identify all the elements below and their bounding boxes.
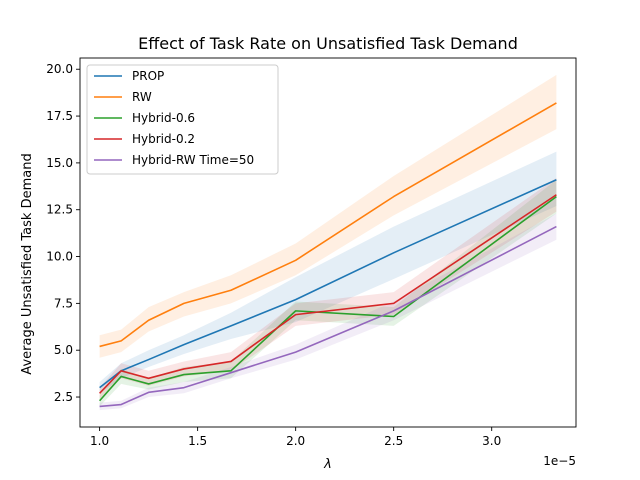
y-tick-label: 20.0 bbox=[46, 62, 73, 76]
band-4 bbox=[99, 213, 557, 411]
series-lines bbox=[99, 102, 557, 408]
x-offset-label: 1e−5 bbox=[543, 454, 576, 468]
y-tick-label: 10.0 bbox=[46, 250, 73, 264]
axes: 1.0 1.5 2.0 2.5 3.0 2.5 5.0 7.5 10.0 12.5 15.0 17.5… bbox=[46, 57, 577, 448]
legend-label-0: PROP bbox=[132, 69, 164, 83]
x-tick-label: 2.5 bbox=[384, 434, 403, 448]
x-axis-label: λ bbox=[323, 457, 332, 472]
legend-label-2: Hybrid-0.6 bbox=[132, 111, 195, 125]
legend-label-4: Hybrid-RW Time=50 bbox=[132, 153, 254, 167]
y-tick-label: 5.0 bbox=[54, 343, 73, 357]
chart-title: Effect of Task Rate on Unsatisfied Task … bbox=[138, 34, 518, 53]
x-tick-label: 3.0 bbox=[482, 434, 501, 448]
x-tick-label: 1.0 bbox=[90, 434, 109, 448]
x-tick-label: 1.5 bbox=[188, 434, 207, 448]
legend-label-1: RW bbox=[132, 90, 152, 104]
series-line-4 bbox=[99, 225, 557, 408]
legend-box bbox=[86, 64, 279, 175]
series-line-2 bbox=[99, 195, 557, 402]
axes-frame bbox=[79, 57, 577, 428]
y-axis-label: Average Unsatisfied Task Demand bbox=[20, 153, 35, 374]
series-line-3 bbox=[99, 194, 557, 394]
series-line-0 bbox=[99, 179, 557, 389]
x-tick-label: 2.0 bbox=[286, 434, 305, 448]
y-tick-label: 2.5 bbox=[54, 390, 73, 404]
y-tick-label: 7.5 bbox=[54, 296, 73, 310]
series-line-1 bbox=[99, 102, 557, 348]
legend-label-3: Hybrid-0.2 bbox=[132, 132, 195, 146]
y-tick-label: 15.0 bbox=[46, 156, 73, 170]
y-tick-label: 12.5 bbox=[46, 203, 73, 217]
band-1 bbox=[99, 74, 557, 358]
legend: PROP RW Hybrid-0.6 Hybrid-0.2 Hybrid-RW Time… bbox=[86, 64, 279, 175]
y-tick-label: 17.5 bbox=[46, 109, 73, 123]
